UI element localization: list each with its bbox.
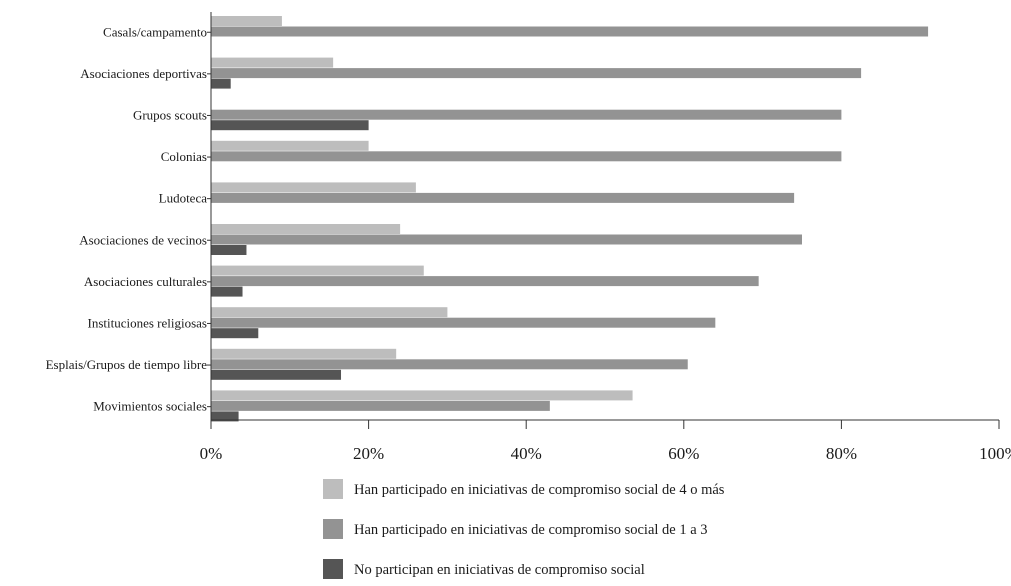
legend-swatch-1 (323, 479, 343, 499)
bar-2-4 (211, 151, 842, 162)
bar-1-4 (211, 140, 369, 151)
bar-3-7 (211, 286, 243, 297)
x-tick-label: 80% (826, 444, 857, 463)
category-label: Instituciones religiosas (87, 315, 207, 330)
bar-3-2 (211, 78, 231, 89)
legend-swatch-3 (323, 559, 343, 579)
category-label: Casals/campamento (103, 24, 207, 39)
legend-label-3: No participan en iniciativas de compromi… (354, 562, 645, 578)
bar-2-9 (211, 359, 688, 370)
category-labels: Casals/campamento Asociaciones deportivas… (46, 24, 208, 413)
bar-2-5 (211, 192, 795, 203)
bar-1-9 (211, 348, 397, 359)
bar-1-10 (211, 390, 633, 401)
category-label: Esplais/Grupos de tiempo libre (46, 357, 208, 372)
legend-label-1: Han participado en iniciativas de compro… (354, 482, 725, 498)
bar-2-8 (211, 317, 716, 328)
bar-2-3 (211, 109, 842, 120)
bar-1-6 (211, 224, 401, 234)
x-tick-label: 20% (353, 444, 384, 463)
bar-1-5 (211, 182, 416, 193)
category-label: Grupos scouts (133, 107, 207, 122)
bar-2-1 (211, 26, 929, 37)
bar-1-8 (211, 307, 448, 318)
x-tick-label: 100% (979, 444, 1011, 463)
bar-2-6 (211, 234, 802, 245)
category-label: Asociaciones culturales (84, 274, 207, 289)
x-tick-label: 40% (511, 444, 542, 463)
category-label: Ludoteca (159, 191, 208, 206)
bar-3-10 (211, 411, 239, 422)
axes: 0% 20% 40% 60% 80% 100% (200, 12, 1011, 463)
bar-3-8 (211, 328, 259, 339)
bar-3-3 (211, 120, 369, 131)
bar-1-1 (211, 16, 282, 26)
x-tick-label: 60% (668, 444, 699, 463)
bar-2-7 (211, 276, 759, 287)
bar-2-2 (211, 68, 862, 79)
bar-2-10 (211, 400, 550, 411)
bar-1-7 (211, 265, 424, 276)
x-tick-label: 0% (200, 444, 223, 463)
bars-layer (211, 16, 929, 422)
category-label: Movimientos sociales (93, 399, 207, 414)
category-label: Asociaciones deportivas (80, 66, 207, 81)
category-label: Asociaciones de vecinos (79, 232, 207, 247)
legend-label-2: Han participado en iniciativas de compro… (354, 522, 708, 538)
legend-swatch-2 (323, 519, 343, 539)
legend: Han participado en iniciativas de compro… (323, 479, 725, 579)
bar-3-9 (211, 369, 342, 380)
category-label: Colonias (161, 149, 207, 164)
bar-1-2 (211, 57, 334, 68)
bar-3-6 (211, 245, 247, 255)
